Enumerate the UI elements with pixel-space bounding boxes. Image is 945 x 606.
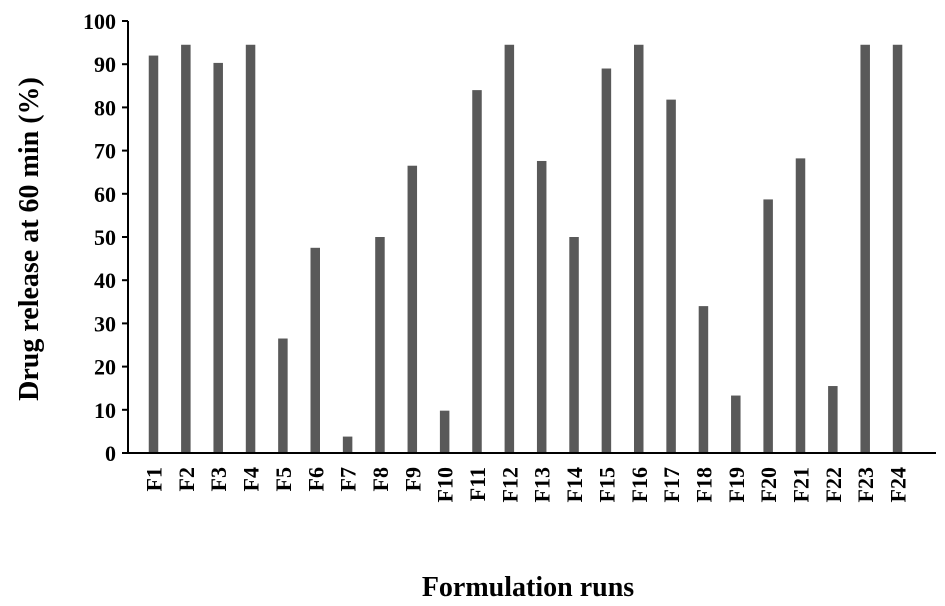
x-axis-ticks: F1 F2 F3 F4 F5 F6 F7 F8 F9 F10 F11 F12 F13 F14 F15 F16 F…	[142, 467, 911, 502]
y-tick-label: 70	[94, 139, 116, 164]
x-tick-label-f1: F1	[142, 467, 167, 491]
y-tick-label: 90	[94, 52, 116, 77]
x-tick-label-f19: F19	[724, 467, 749, 502]
bar-f15	[601, 68, 612, 454]
x-tick-label-f23: F23	[853, 467, 878, 502]
bar-f18	[698, 306, 709, 453]
x-tick-label-f9: F9	[400, 467, 425, 491]
y-tick-label: 80	[94, 95, 116, 120]
y-axis-ticks: 0 10 20 30 40 50 60 70 80 90 100	[83, 9, 128, 466]
y-tick-label: 10	[94, 398, 116, 423]
bar-f13	[536, 160, 547, 453]
x-tick-label-f10: F10	[433, 467, 458, 502]
x-tick-label-f7: F7	[336, 467, 361, 491]
bar-f12	[504, 44, 515, 453]
x-tick-label-f12: F12	[497, 467, 522, 502]
bar-f7	[342, 436, 353, 453]
x-tick-label-f4: F4	[239, 467, 264, 491]
x-tick-label-f20: F20	[756, 467, 781, 502]
x-axis-title: Formulation runs	[422, 572, 634, 603]
y-tick-label: 20	[94, 355, 116, 380]
y-axis-title: Drug release at 60 min (%)	[14, 77, 45, 401]
x-tick-label-f17: F17	[659, 467, 684, 502]
bar-f21	[795, 158, 806, 453]
x-tick-label-f2: F2	[174, 467, 199, 491]
x-tick-label-f24: F24	[886, 467, 911, 502]
bar-f1	[148, 55, 159, 454]
x-tick-label-f18: F18	[691, 467, 716, 502]
y-tick-label: 100	[83, 9, 116, 34]
bar-f20	[763, 199, 773, 453]
bar-f24	[892, 44, 903, 453]
bar-f19	[731, 395, 741, 453]
bar-f16	[634, 44, 644, 453]
x-tick-label-f16: F16	[627, 467, 652, 502]
x-tick-label-f13: F13	[530, 467, 555, 502]
x-tick-label-f11: F11	[465, 467, 490, 501]
bar-f8	[375, 237, 385, 453]
bar-f9	[407, 165, 418, 453]
x-tick-label-f21: F21	[789, 467, 814, 502]
bar-f2	[181, 44, 191, 453]
x-tick-label-f14: F14	[562, 467, 587, 502]
bar-f6	[310, 247, 320, 453]
y-tick-label: 30	[94, 311, 116, 336]
y-tick-label: 0	[105, 441, 116, 466]
x-tick-label-f15: F15	[594, 467, 619, 502]
y-tick-label: 60	[94, 182, 116, 207]
bars	[148, 44, 903, 454]
bar-f5	[278, 338, 288, 453]
x-tick-label-f6: F6	[303, 467, 328, 491]
bar-f11	[472, 90, 482, 454]
bar-f22	[828, 386, 838, 453]
bar-f4	[245, 44, 256, 453]
y-tick-label: 40	[94, 268, 116, 293]
bar-f10	[439, 410, 450, 453]
bar-f23	[860, 44, 870, 453]
x-tick-label-f8: F8	[368, 467, 393, 491]
bar-f14	[569, 237, 579, 453]
x-tick-label-f5: F5	[271, 467, 296, 491]
x-tick-label-f22: F22	[821, 467, 846, 502]
x-tick-label-f3: F3	[206, 467, 231, 491]
bar-f3	[213, 62, 223, 454]
bar-f17	[666, 99, 676, 454]
y-tick-label: 50	[94, 225, 116, 250]
